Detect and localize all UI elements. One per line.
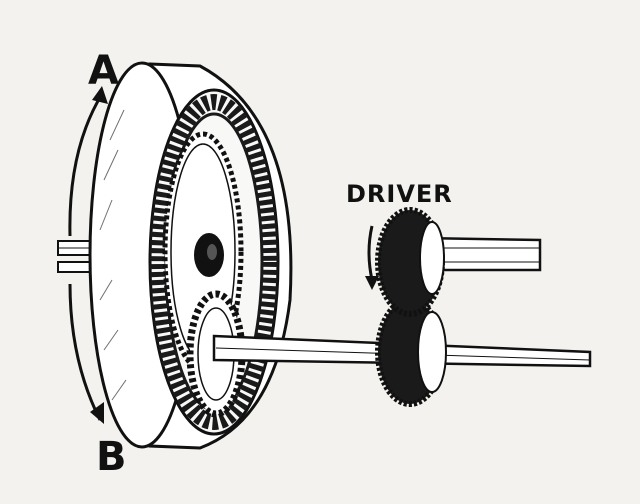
driver-direction-arrow bbox=[365, 225, 379, 290]
label-driver: DRIVER bbox=[346, 180, 453, 208]
label-b: B bbox=[96, 434, 127, 480]
driver-gear bbox=[375, 207, 445, 317]
label-a: A bbox=[88, 48, 119, 94]
driven-gear bbox=[375, 297, 447, 407]
rotation-arrow-b bbox=[68, 283, 104, 424]
rotation-arrow-a bbox=[68, 86, 108, 237]
